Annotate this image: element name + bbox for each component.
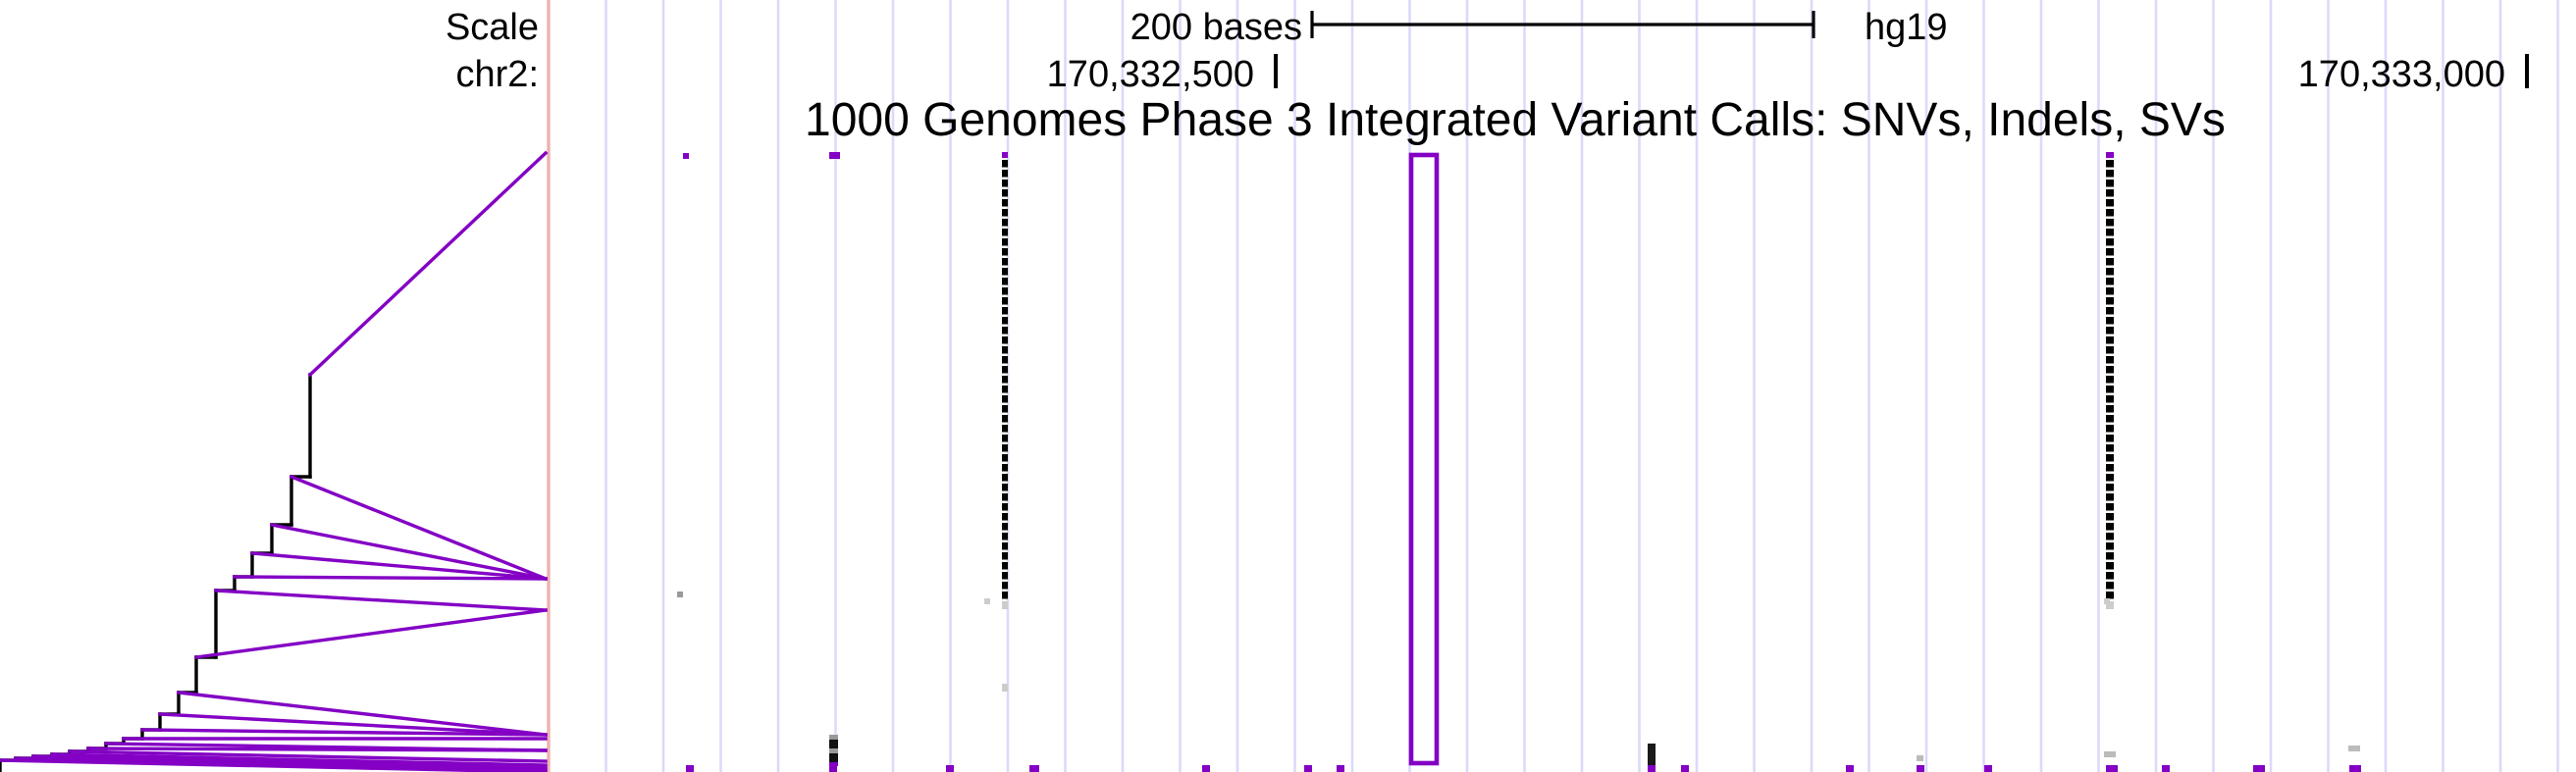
svg-text:Scale: Scale	[446, 7, 539, 48]
svg-text:170,332,500: 170,332,500	[1047, 54, 1254, 95]
svg-text:chr2:: chr2:	[456, 54, 539, 95]
svg-text:170,333,000: 170,333,000	[2298, 54, 2505, 95]
svg-text:200 bases: 200 bases	[1130, 7, 1302, 48]
svg-text:1000 Genomes Phase 3 Integrate: 1000 Genomes Phase 3 Integrated Variant …	[805, 94, 2226, 146]
svg-text:hg19: hg19	[1865, 7, 1948, 48]
